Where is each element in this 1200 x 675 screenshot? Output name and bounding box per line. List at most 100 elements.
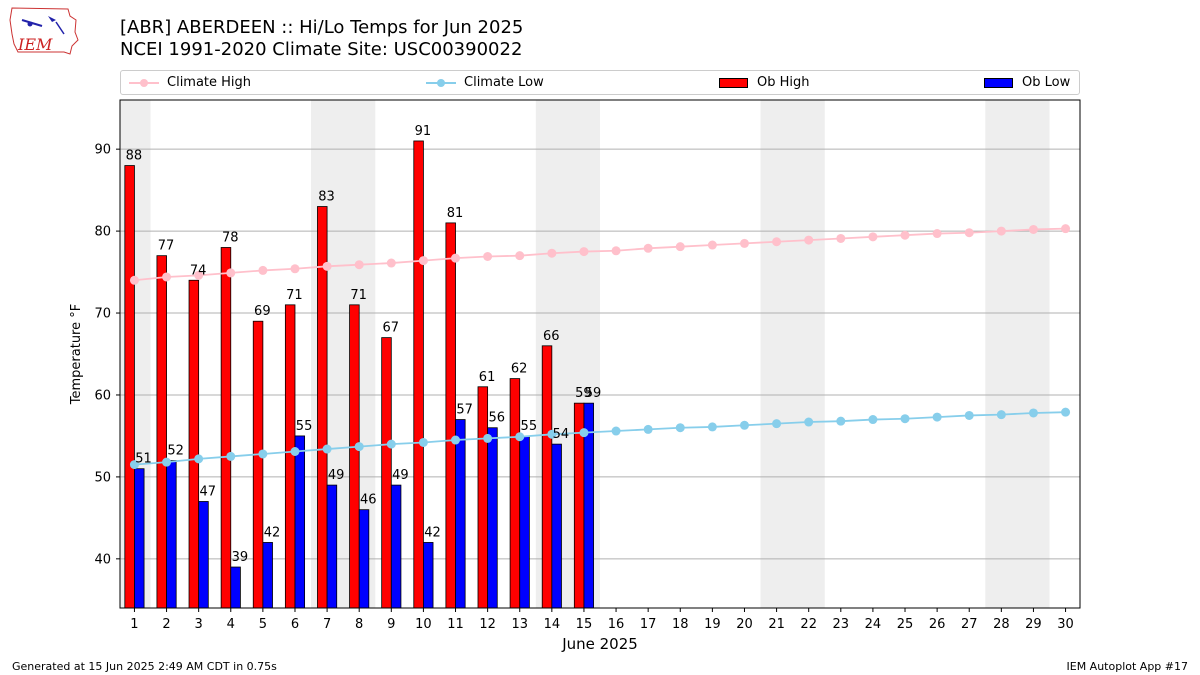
climate-low-point bbox=[290, 447, 300, 457]
climate-high-point bbox=[1061, 224, 1071, 234]
ob-high-bar bbox=[477, 386, 489, 609]
ob-high-label: 61 bbox=[479, 370, 496, 385]
ob-low-bar bbox=[230, 566, 241, 609]
ob-high-bar bbox=[252, 320, 264, 609]
x-tick-label: 16 bbox=[608, 617, 625, 632]
ob-low-label: 51 bbox=[135, 452, 152, 467]
x-tick-label: 17 bbox=[640, 617, 657, 632]
climate-low-point bbox=[836, 416, 846, 426]
x-tick-label: 21 bbox=[768, 617, 785, 632]
ob-low-bar bbox=[198, 501, 209, 609]
x-tick-label: 12 bbox=[479, 617, 496, 632]
chart-subtitle: NCEI 1991-2020 Climate Site: USC00390022 bbox=[120, 39, 523, 60]
ob-low-bar bbox=[455, 419, 466, 609]
climate-high-point bbox=[515, 251, 525, 261]
app-credit: IEM Autoplot App #17 bbox=[1066, 660, 1189, 673]
ob-high-label: 69 bbox=[254, 304, 271, 319]
ob-high-bar bbox=[573, 402, 585, 609]
climate-low-point bbox=[868, 415, 878, 425]
climate-high-point bbox=[418, 256, 428, 266]
climate-low-point bbox=[996, 410, 1006, 420]
ob-high-swatch-icon bbox=[719, 77, 748, 88]
legend: Climate High Climate Low Ob High Ob Low bbox=[120, 70, 1080, 95]
climate-low-point bbox=[1028, 408, 1038, 418]
ob-low-bar bbox=[423, 542, 434, 609]
ob-low-bar bbox=[166, 460, 177, 609]
climate-high-point bbox=[996, 226, 1006, 236]
ob-high-label: 78 bbox=[222, 230, 239, 245]
x-tick-label: 6 bbox=[291, 617, 299, 632]
x-tick-label: 26 bbox=[929, 617, 946, 632]
climate-high-point bbox=[868, 232, 878, 242]
x-tick-label: 5 bbox=[259, 617, 267, 632]
climate-low-point bbox=[418, 437, 428, 447]
climate-high-point bbox=[836, 233, 846, 243]
climate-low-point bbox=[386, 439, 396, 449]
ob-low-label: 55 bbox=[296, 419, 313, 434]
ob-low-label: 42 bbox=[424, 525, 441, 540]
ob-high-bar bbox=[381, 337, 392, 609]
climate-low-point bbox=[579, 428, 589, 438]
y-tick-label: 80 bbox=[94, 225, 111, 240]
climate-high-point bbox=[194, 270, 204, 280]
climate-low-point bbox=[675, 423, 685, 433]
y-axis-label: Temperature °F bbox=[69, 304, 84, 405]
climate-high-point bbox=[932, 229, 942, 239]
climate-low-point bbox=[129, 460, 139, 470]
ob-low-swatch-icon bbox=[984, 77, 1013, 88]
climate-low-point bbox=[451, 435, 461, 445]
climate-high-point bbox=[675, 242, 685, 252]
ob-high-bar bbox=[188, 279, 200, 609]
climate-low-point bbox=[194, 454, 204, 464]
legend-ob-low: Ob Low bbox=[984, 71, 1070, 94]
ob-high-label: 71 bbox=[286, 288, 303, 303]
climate-low-point bbox=[322, 444, 332, 454]
ob-high-bar bbox=[220, 247, 232, 609]
ob-low-label: 47 bbox=[199, 484, 216, 499]
ob-low-bar bbox=[326, 484, 338, 609]
legend-climate-high: Climate High bbox=[129, 71, 251, 94]
climate-high-point bbox=[643, 243, 653, 253]
x-tick-label: 27 bbox=[961, 617, 978, 632]
legend-label: Ob Low bbox=[1022, 75, 1071, 90]
legend-ob-high: Ob High bbox=[719, 71, 810, 94]
legend-label: Ob High bbox=[757, 75, 810, 90]
x-tick-label: 25 bbox=[897, 617, 914, 632]
generated-note: Generated at 15 Jun 2025 2:49 AM CDT in … bbox=[12, 660, 277, 673]
climate-low-point bbox=[258, 449, 268, 459]
ob-high-bar bbox=[445, 222, 456, 609]
ob-high-label: 88 bbox=[126, 149, 143, 164]
ob-high-bar bbox=[124, 165, 135, 609]
climate-low-point bbox=[932, 412, 942, 422]
ob-low-label: 59 bbox=[585, 386, 602, 401]
ob-low-bar bbox=[358, 509, 370, 609]
x-tick-label: 11 bbox=[447, 617, 464, 632]
ob-low-label: 54 bbox=[553, 427, 570, 442]
ob-low-label: 49 bbox=[392, 468, 409, 483]
x-tick-label: 4 bbox=[227, 617, 235, 632]
ob-low-label: 42 bbox=[264, 525, 281, 540]
ob-high-label: 83 bbox=[318, 190, 335, 205]
climate-high-point bbox=[354, 260, 364, 270]
ob-high-bar bbox=[509, 378, 521, 609]
x-tick-label: 10 bbox=[415, 617, 432, 632]
x-tick-label: 19 bbox=[704, 617, 721, 632]
x-tick-label: 18 bbox=[672, 617, 689, 632]
climate-low-point bbox=[1061, 407, 1071, 417]
x-tick-label: 8 bbox=[355, 617, 363, 632]
ob-high-label: 62 bbox=[511, 362, 528, 377]
climate-high-line-icon bbox=[129, 78, 159, 87]
ob-high-bar bbox=[156, 255, 167, 609]
climate-low-line bbox=[134, 411, 1066, 466]
climate-high-point bbox=[162, 272, 172, 282]
climate-high-point bbox=[1028, 224, 1038, 234]
x-tick-label: 7 bbox=[323, 617, 331, 632]
legend-label: Climate Low bbox=[464, 75, 544, 90]
climate-low-point bbox=[707, 422, 717, 432]
weekend-band bbox=[985, 100, 1050, 608]
ob-low-label: 56 bbox=[488, 411, 505, 426]
ob-high-bar bbox=[284, 304, 296, 609]
climate-high-point bbox=[226, 268, 236, 278]
logo-text: IEM bbox=[17, 35, 53, 54]
